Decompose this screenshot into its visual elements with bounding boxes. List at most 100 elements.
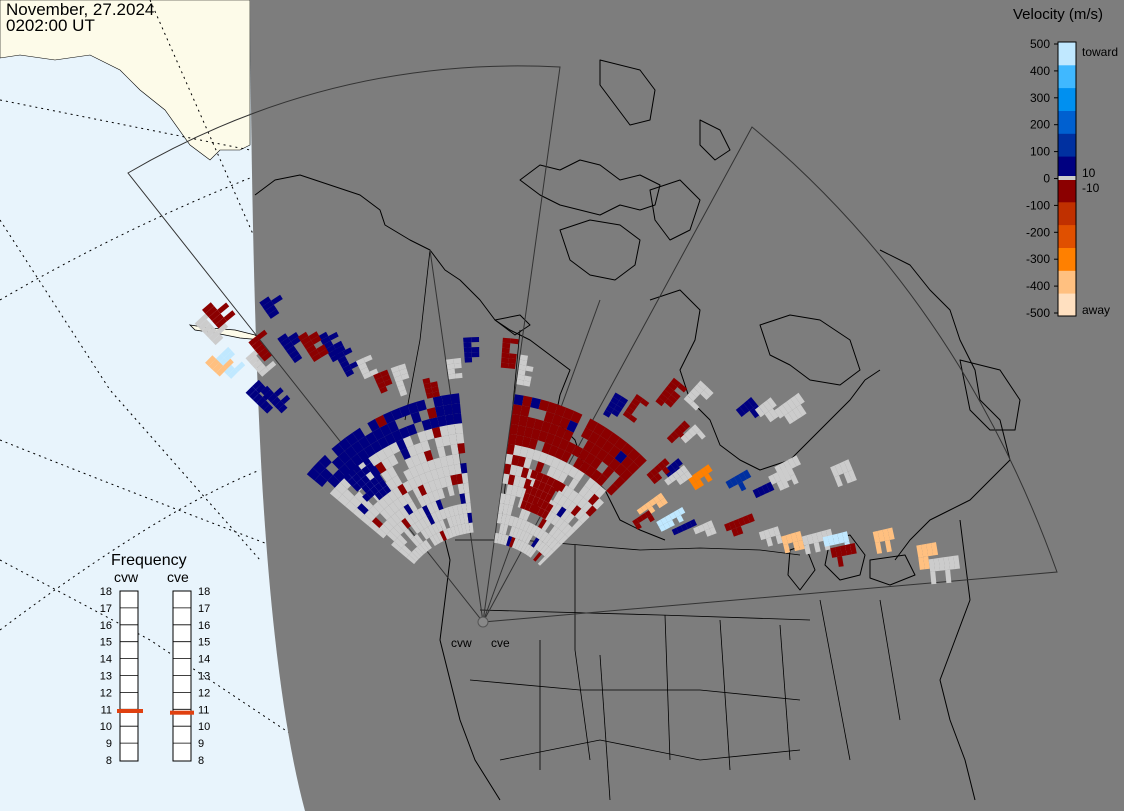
scatter-cell [390,365,400,373]
scatter-cell [436,467,445,479]
scatter-cell [752,488,761,499]
scatter-cell [391,475,403,487]
scatter-cell [584,477,596,490]
scatter-cell [445,454,455,466]
colorbar-block [1058,156,1076,180]
scatter-cell [556,482,566,492]
colorbar-block [1058,201,1076,226]
scatter-cell [429,535,438,546]
scatter-cell [558,520,569,532]
scatter-cell [318,331,329,341]
scatter-cell [223,310,236,322]
station-label-cve: cve [491,636,510,650]
colorbar-tick: -300 [1026,252,1050,266]
scatter-cell [652,495,661,504]
scatter-cell [402,435,414,448]
scatter-cell [363,354,373,363]
scatter-cell [422,377,431,385]
scatter-cell [733,519,741,528]
scatter-cell [566,501,577,513]
scatter-cell [768,527,776,538]
scatter-cell [622,410,632,419]
scatter-cell [390,513,402,525]
scatter-cell [340,476,353,490]
scatter-cell [224,350,235,362]
scatter-cell [375,461,387,474]
scatter-cell [761,483,770,494]
scatter-cell [320,468,333,481]
scatter-cell [661,389,671,399]
scatter-cell [691,424,701,434]
scatter-cell [439,530,447,541]
scatter-cell [417,484,427,496]
scatter-cell [437,488,445,500]
scatter-cell [306,344,317,354]
scatter-cell [536,498,545,508]
scatter-cell [687,427,697,437]
scatter-cell [255,363,266,373]
scatter-cell [426,392,434,399]
scatter-cell [523,426,534,439]
scatter-cell [431,501,440,512]
scatter-cell [401,545,412,555]
scatter-cell [882,528,890,541]
frequency-tick-cve: 16 [198,620,210,632]
scatter-cell [468,522,474,533]
scatter-cell [670,377,681,387]
scatter-cell [297,331,309,341]
scatter-cell [398,426,410,439]
scatter-cell [381,457,393,470]
scatter-cell [443,404,453,416]
scatter-cell [562,486,574,499]
scatter-cell [772,472,782,483]
scatter-cell [673,427,683,437]
frequency-tick-cvw: 17 [100,603,112,615]
scatter-cell [504,514,511,526]
scatter-cell [664,477,673,486]
scatter-cell [544,493,553,504]
scatter-cell [796,404,807,417]
scatter-cell [312,461,326,475]
scatter-cell [382,445,394,458]
scatter-cell [548,444,559,457]
scatter-cell [508,515,515,527]
scatter-cell [409,466,419,478]
scatter-cell [758,530,766,541]
scatter-cell [525,365,534,372]
scatter-cell [670,461,679,470]
scatter-cell [945,569,952,584]
scatter-cell [464,523,471,534]
scatter-cell [728,520,737,530]
scatter-cell [747,397,758,408]
scatter-cell [392,370,401,378]
scatter-cell [414,546,424,557]
scatter-cell [519,446,529,458]
scatter-cell [510,338,519,345]
scatter-cell [953,555,960,570]
scatter-cell [460,462,468,474]
scatter-cell [530,428,541,441]
scatter-cell [437,446,446,458]
scatter-cell [414,520,425,532]
scatter-cell [768,408,779,420]
scatter-cell [411,523,421,534]
scatter-cell [506,443,515,455]
scatter-cell [342,489,355,502]
scatter-cell [578,485,590,498]
scatter-cell [397,521,408,532]
scatter-cell [499,493,506,504]
scatter-cell [545,503,554,513]
scatter-cell [397,495,408,507]
scatter-cell [363,444,376,458]
scatter-cell [797,539,805,550]
scatter-cell [361,465,371,476]
scatter-cell [776,480,785,491]
scatter-cell [431,426,442,439]
scatter-cell [541,520,551,532]
colorbar-label-10: 10 [1082,166,1096,180]
scatter-cell [574,508,586,520]
scatter-cell [541,510,550,520]
scatter-cell [454,514,462,526]
scatter-cell [849,543,857,555]
scatter-cell [401,517,412,529]
